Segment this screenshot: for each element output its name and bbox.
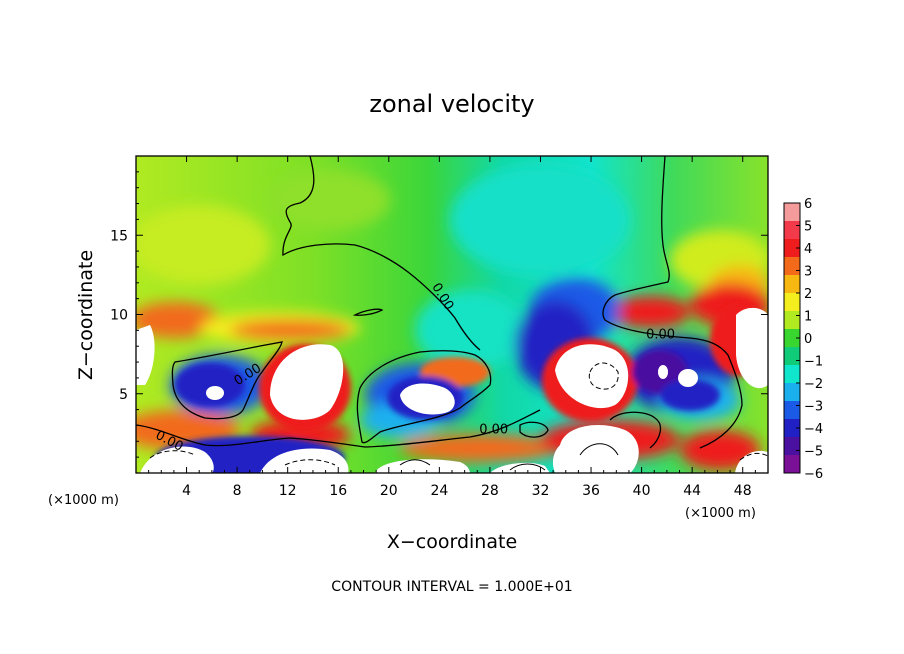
plot-area: 0.000.000.000.00 0.00 4 8 12 16 20 24 28 32 36 40 4… xyxy=(110,155,769,499)
colorbar-tick-label: 5 xyxy=(804,220,812,235)
contour-interval-note: CONTOUR INTERVAL = 1.000E+01 xyxy=(331,579,572,595)
colorbar-tick-label: 1 xyxy=(804,310,812,325)
contour-label: 0.00 xyxy=(646,327,675,342)
x-tick-label: 8 xyxy=(233,483,242,499)
y-axis: 5 10 15 xyxy=(110,171,768,458)
colorbar-tick-label: −4 xyxy=(804,422,823,437)
colorbar-band xyxy=(784,437,800,456)
x-unit-right: (×1000 m) xyxy=(685,506,756,521)
colorbar-ticks: 6 5 4 3 2 1 0 −1 −2 −3 −4 −5 −6 xyxy=(796,197,823,482)
colorbar-band xyxy=(784,365,800,384)
colorbar-tick-label: 0 xyxy=(804,332,812,347)
colorbar-tick-label: 4 xyxy=(804,242,812,257)
x-axis-label: X−coordinate xyxy=(387,531,517,553)
y-tick-label: 15 xyxy=(110,228,128,244)
colorbar-tick-label: 6 xyxy=(804,197,812,212)
colorbar: 6 5 4 3 2 1 0 −1 −2 −3 −4 −5 −6 xyxy=(783,197,823,482)
colorbar-tick-label: −1 xyxy=(804,355,823,370)
colorbar-tick-label: −5 xyxy=(804,445,823,460)
contour-lines-negative xyxy=(149,362,768,466)
colorbar-band xyxy=(784,311,800,330)
colorbar-tick-label: 3 xyxy=(804,265,812,280)
colorbar-band xyxy=(784,383,800,402)
colorbar-band xyxy=(784,329,800,348)
x-tick-label: 16 xyxy=(329,483,347,499)
x-tick-label: 4 xyxy=(182,483,191,499)
chart-title: zonal velocity xyxy=(369,90,534,118)
contour-lines xyxy=(136,156,743,449)
colorbar-band xyxy=(784,347,800,366)
colorbar-band xyxy=(784,455,800,474)
x-tick-label: 24 xyxy=(430,483,448,499)
colorbar-band xyxy=(784,401,800,420)
colorbar-band xyxy=(784,221,800,240)
heatmap-field: 0.000.000.000.00 0.00 xyxy=(136,156,768,473)
colorbar-band xyxy=(784,419,800,438)
x-tick-label: 48 xyxy=(734,483,752,499)
colorbar-tick-label: 2 xyxy=(804,287,812,302)
contour-label: 0.00 xyxy=(479,422,508,437)
x-tick-label: 20 xyxy=(380,483,398,499)
colorbar-tick-label: −2 xyxy=(804,377,823,392)
x-tick-label: 40 xyxy=(633,483,651,499)
x-tick-label: 32 xyxy=(532,483,550,499)
colorbar-tick-label: −3 xyxy=(804,400,823,415)
colorbar-band xyxy=(784,257,800,276)
y-tick-label: 10 xyxy=(110,308,128,324)
colorbar-band xyxy=(784,239,800,258)
y-axis-label: Z−coordinate xyxy=(75,250,97,380)
x-axis: 4 8 12 16 20 24 28 32 36 40 44 48 xyxy=(148,156,756,499)
x-tick-label: 12 xyxy=(279,483,297,499)
x-unit-left: (×1000 m) xyxy=(48,493,119,508)
colorbar-band xyxy=(784,293,800,312)
x-tick-label: 28 xyxy=(481,483,499,499)
x-tick-label: 36 xyxy=(582,483,600,499)
contour-lines-inner xyxy=(399,443,619,471)
colorbar-tick-label: −6 xyxy=(804,467,823,482)
colorbar-band xyxy=(784,275,800,294)
colorbar-band xyxy=(784,203,800,222)
y-tick-label: 5 xyxy=(119,387,128,403)
x-tick-label: 44 xyxy=(683,483,701,499)
